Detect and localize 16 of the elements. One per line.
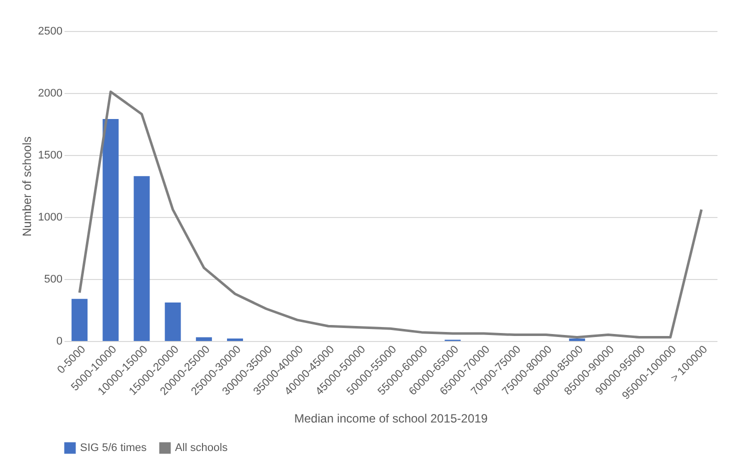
y-axis-title: Number of schools	[20, 136, 34, 237]
legend-label: SIG 5/6 times	[80, 442, 148, 454]
y-tick-label: 0	[56, 336, 62, 348]
y-tick-label: 1500	[38, 150, 62, 162]
x-axis-title: Median income of school 2015-2019	[294, 411, 488, 426]
bar	[102, 119, 119, 341]
line-series	[78, 90, 703, 339]
y-tick-label: 500	[44, 274, 62, 286]
bar	[72, 298, 88, 341]
y-tick-label: 2000	[38, 88, 62, 100]
y-tick-label: 2500	[38, 26, 62, 38]
bar	[196, 337, 212, 341]
bar	[134, 176, 150, 341]
y-tick-label: 1000	[38, 212, 62, 224]
bar	[164, 302, 181, 341]
legend-label: All schools	[175, 442, 228, 454]
